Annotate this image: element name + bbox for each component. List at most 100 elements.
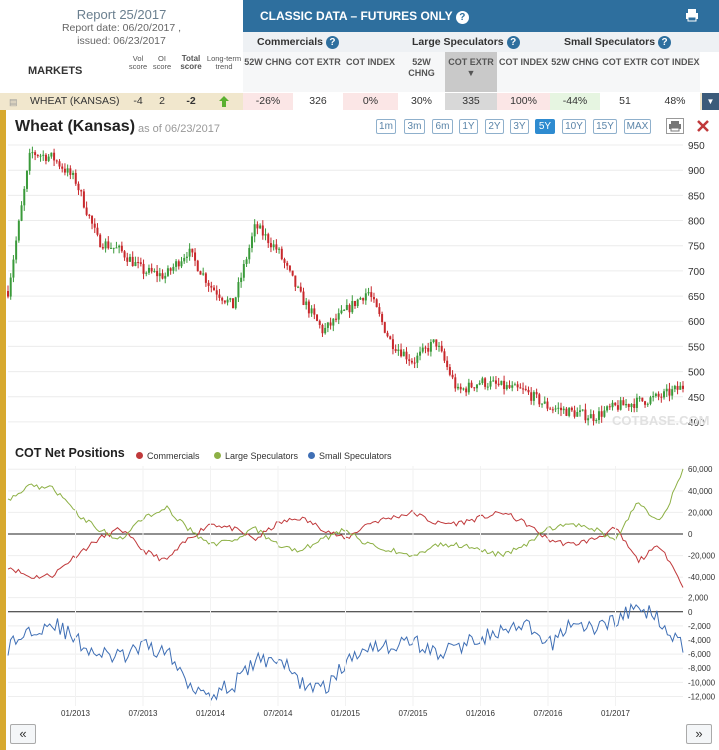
vol-score-head[interactable]: Vol score	[128, 54, 148, 71]
candle-body	[128, 256, 131, 262]
small-tick-label: -4,000	[688, 636, 711, 645]
col-head[interactable]: COT EXTR	[600, 52, 650, 92]
candle-body	[630, 403, 633, 408]
candle-body	[511, 385, 514, 388]
close-icon[interactable]	[697, 120, 709, 132]
range-6m-button[interactable]: 6m	[432, 119, 453, 134]
candle-body	[299, 286, 302, 292]
candle-body	[435, 339, 438, 347]
help-icon[interactable]: ?	[506, 36, 520, 49]
market-name[interactable]: WHEAT (KANSAS)	[30, 95, 120, 107]
large-cot-extr: 335	[445, 93, 497, 110]
candle-body	[671, 389, 674, 396]
range-3y-button[interactable]: 3Y	[510, 119, 529, 134]
candle-body	[107, 241, 110, 249]
candle-body	[69, 168, 72, 175]
candle-body	[481, 378, 484, 384]
candle-body	[340, 310, 343, 314]
candle-body	[112, 247, 115, 249]
candle-body	[448, 367, 451, 375]
candle-body	[633, 403, 636, 408]
legend-large-speculators[interactable]: Large Speculators	[214, 451, 298, 461]
candle-body	[595, 420, 598, 422]
legend-commercials[interactable]: Commercials	[136, 451, 200, 461]
comm-cot-extr: 326	[293, 93, 343, 110]
long-term-trend-head[interactable]: Long-term trend	[206, 54, 242, 71]
oi-score-head[interactable]: OI score	[152, 54, 172, 71]
col-head-sorted[interactable]: COT EXTR ▼	[445, 52, 497, 92]
print-icon[interactable]	[685, 8, 699, 22]
candle-body	[603, 410, 606, 417]
col-head[interactable]: 52W CHNG	[243, 52, 293, 92]
col-head[interactable]: COT EXTR	[293, 52, 343, 92]
candle-body	[657, 393, 660, 397]
candle-body	[622, 400, 625, 406]
col-head[interactable]: COT INDEX	[343, 52, 398, 92]
candle-body	[676, 385, 679, 390]
candle-body	[568, 407, 571, 416]
candle-body	[606, 406, 609, 411]
col-head[interactable]: 52W CHNG	[398, 52, 445, 92]
candle-body	[156, 270, 159, 277]
candle-body	[20, 205, 23, 221]
prev-button[interactable]: «	[10, 724, 36, 744]
small-cot-extr: 51	[600, 93, 650, 110]
candle-body	[305, 301, 308, 305]
help-icon[interactable]: ?	[658, 36, 672, 49]
candle-body	[207, 282, 210, 286]
candle-body	[250, 236, 253, 248]
table-row[interactable]: ▤ WHEAT (KANSAS) -4 2 -2 -26% 326 0% 30%…	[0, 93, 719, 110]
candle-body	[386, 332, 389, 337]
candle-body	[440, 345, 443, 352]
candle-body	[110, 247, 113, 249]
candle-body	[489, 381, 492, 387]
candle-body	[120, 245, 123, 252]
range-1y-button[interactable]: 1Y	[459, 119, 478, 134]
print-chart-icon[interactable]	[666, 118, 684, 134]
candle-body	[126, 257, 129, 262]
large-cot-index: 100%	[497, 93, 550, 110]
range-max-button[interactable]: MAX	[624, 119, 651, 134]
candle-body	[619, 400, 622, 410]
candle-body	[259, 225, 262, 229]
small-52w-chng: -44%	[550, 93, 600, 110]
candle-body	[39, 155, 42, 157]
col-head[interactable]: COT INDEX	[497, 52, 550, 92]
range-5y-button[interactable]: 5Y	[535, 119, 555, 134]
candle-body	[74, 172, 77, 184]
help-icon[interactable]: ?	[325, 36, 339, 49]
candle-body	[573, 410, 576, 417]
candle-body	[543, 401, 546, 404]
price-tick-label: 450	[688, 393, 705, 404]
candle-body	[80, 190, 83, 192]
report-title[interactable]: Report 25/2017	[76, 7, 167, 22]
candle-body	[118, 245, 121, 248]
total-score-head[interactable]: Total score	[180, 54, 202, 71]
col-head[interactable]: COT INDEX	[650, 52, 700, 92]
candle-body	[25, 170, 28, 189]
classic-title-label: CLASSIC DATA – FUTURES ONLY	[260, 9, 453, 23]
candle-body	[180, 261, 183, 267]
range-2y-button[interactable]: 2Y	[485, 119, 504, 134]
legend-small-speculators[interactable]: Small Speculators	[308, 451, 392, 461]
range-10y-button[interactable]: 10Y	[562, 119, 586, 134]
help-icon[interactable]: ?	[455, 11, 469, 24]
candle-body	[115, 247, 118, 249]
candle-body	[397, 349, 400, 352]
range-15y-button[interactable]: 15Y	[593, 119, 617, 134]
range-3m-button[interactable]: 3m	[404, 119, 425, 134]
candle-body	[475, 384, 478, 389]
next-button[interactable]: »	[686, 724, 712, 744]
price-candles	[7, 146, 684, 426]
candle-body	[673, 385, 676, 390]
candle-body	[554, 408, 557, 410]
classic-data-bar: CLASSIC DATA – FUTURES ONLY ?	[243, 0, 719, 32]
col-head[interactable]: 52W CHNG	[550, 52, 600, 92]
candle-body	[451, 374, 454, 378]
range-1m-button[interactable]: 1m	[376, 119, 396, 134]
candle-body	[665, 388, 668, 392]
expand-row-icon[interactable]: ▼	[702, 93, 719, 110]
candle-body	[245, 259, 248, 264]
candle-body	[313, 308, 316, 315]
